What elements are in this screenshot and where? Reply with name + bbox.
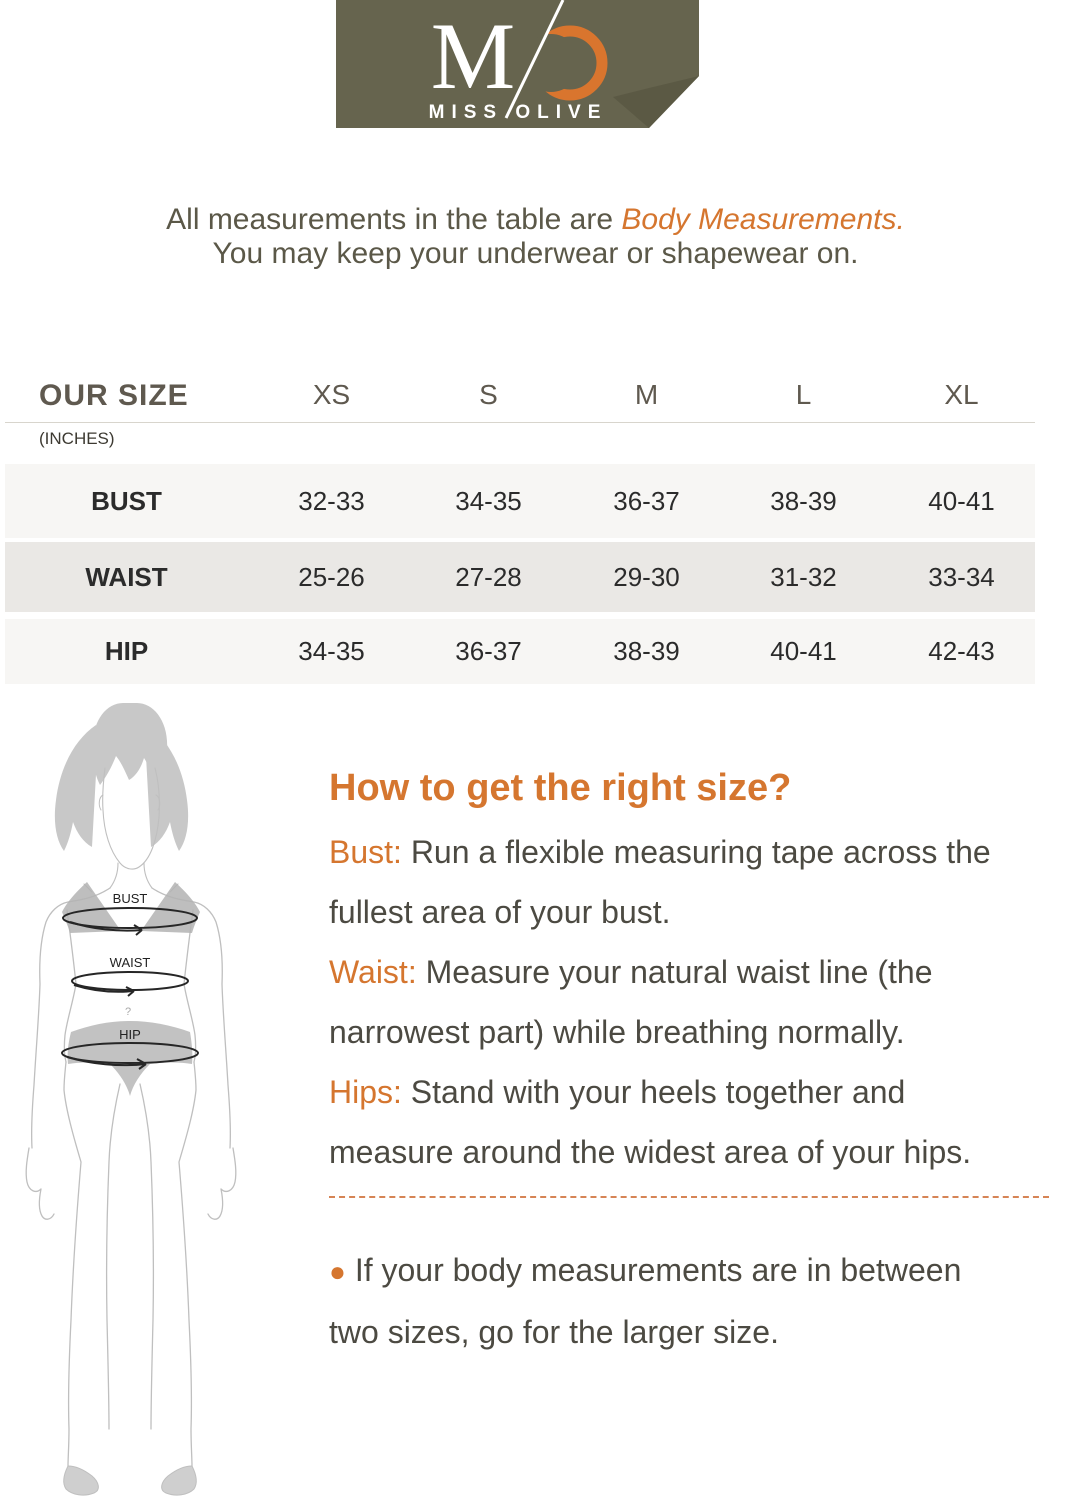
svg-text:WAIST: WAIST [110, 955, 151, 970]
svg-text:?: ? [125, 1006, 131, 1018]
svg-text:BUST: BUST [113, 891, 148, 906]
svg-text:HIP: HIP [119, 1027, 141, 1042]
